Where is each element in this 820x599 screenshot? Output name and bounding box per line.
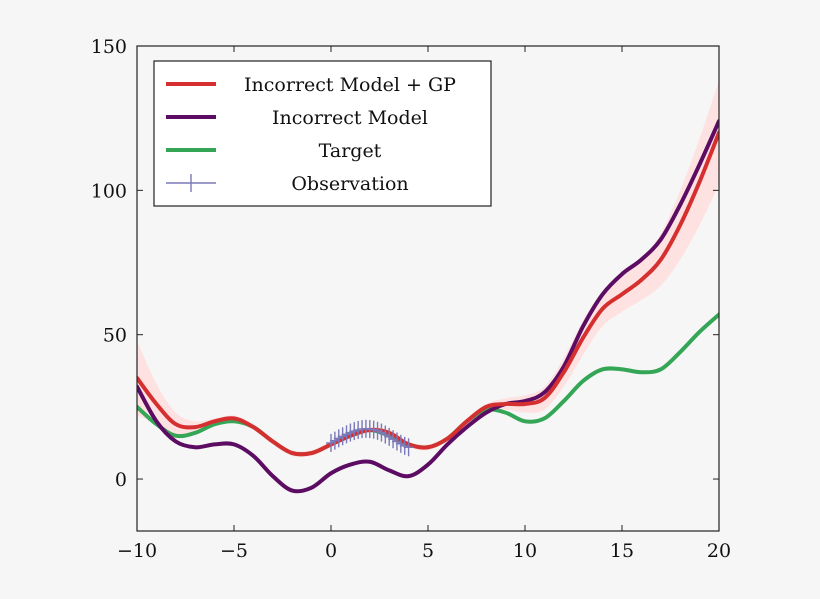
x-tick-label: −10 [117,540,157,562]
observation-line [330,428,409,448]
legend-label: Incorrect Model [272,107,428,129]
y-tick-label: 150 [91,36,127,58]
legend: Incorrect Model + GP Incorrect Model Targe… [153,60,492,207]
confidence-bands [137,80,719,458]
y-tick-label: 50 [103,325,127,347]
series-line-1 [137,119,719,494]
x-tick-label: 10 [513,540,537,562]
y-tick-label: 100 [91,180,127,202]
x-tick-label: 5 [422,540,434,562]
series-line-0 [137,130,719,457]
confidence-band-0 [137,80,719,458]
legend-entry: Incorrect Model [166,107,428,129]
legend-label: Target [319,140,382,162]
y-tick-label: 0 [115,469,127,491]
observation-markers [326,419,414,457]
series-lines [137,119,719,494]
legend-entry: Target [166,140,382,162]
x-tick-label: 0 [325,540,337,562]
legend-label: Incorrect Model + GP [244,74,456,96]
axis-ticks: −10 −5 0 5 10 15 20 0 50 100 150 [91,36,731,562]
x-tick-label: 20 [707,540,731,562]
series-line-2 [137,312,719,457]
legend-entry: Observation [166,173,409,195]
legend-label: Observation [291,173,408,195]
x-tick-label: −5 [220,540,248,562]
legend-entry: Incorrect Model + GP [166,74,456,96]
x-tick-label: 15 [610,540,634,562]
